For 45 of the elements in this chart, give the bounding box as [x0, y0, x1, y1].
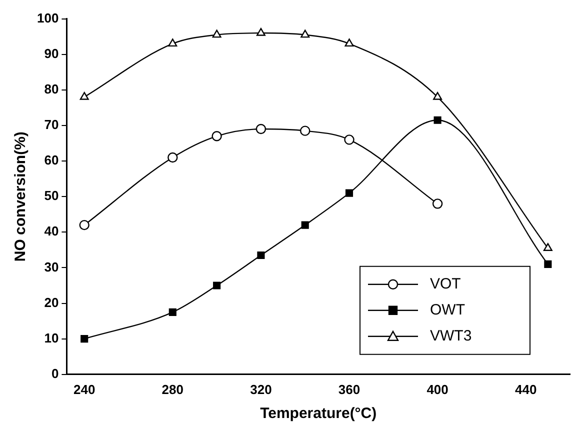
- y-tick-label: 50: [44, 188, 59, 204]
- y-axis-title: NO conversion(%): [12, 132, 30, 262]
- point: [168, 38, 178, 47]
- y-tick-label: 0: [51, 366, 59, 381]
- point: [345, 189, 354, 197]
- y-tick-label: 70: [44, 117, 59, 132]
- point: [79, 220, 90, 230]
- point: [301, 221, 309, 229]
- x-tick-label: 280: [162, 382, 184, 397]
- point: [432, 198, 443, 209]
- x-tick-label: 360: [338, 382, 360, 397]
- legend-label: OWT: [430, 302, 465, 319]
- point: [80, 92, 89, 100]
- point: [80, 335, 88, 343]
- y-tick-label: 100: [36, 10, 59, 26]
- x-tick-label: 440: [515, 382, 537, 397]
- x-tick-label: 320: [250, 382, 272, 397]
- point: [344, 38, 354, 47]
- y-tick-label: 90: [44, 46, 59, 61]
- point: [344, 134, 354, 145]
- x-tick-label: 240: [74, 382, 96, 397]
- legend-label: VWT3: [430, 328, 472, 345]
- point: [434, 116, 442, 124]
- x-tick-label: 400: [426, 382, 448, 397]
- point: [168, 152, 178, 163]
- point: [256, 124, 266, 134]
- point: [543, 243, 552, 252]
- point: [212, 131, 222, 142]
- y-tick-label: 10: [44, 330, 59, 346]
- legend-label: VOT: [430, 276, 461, 293]
- y-tick-label: 20: [44, 294, 59, 310]
- y-tick-label: 40: [44, 224, 59, 239]
- point: [300, 30, 310, 38]
- point: [433, 92, 442, 100]
- point: [257, 251, 265, 260]
- x-axis-title: Temperature(°C): [260, 405, 377, 422]
- point: [212, 30, 222, 38]
- y-tick-label: 60: [44, 152, 59, 168]
- point: [213, 282, 221, 290]
- point: [168, 308, 176, 316]
- point: [544, 260, 552, 268]
- y-tick-label: 30: [44, 259, 59, 274]
- point: [300, 126, 310, 136]
- y-tick-label: 80: [44, 82, 59, 96]
- point: [256, 28, 266, 36]
